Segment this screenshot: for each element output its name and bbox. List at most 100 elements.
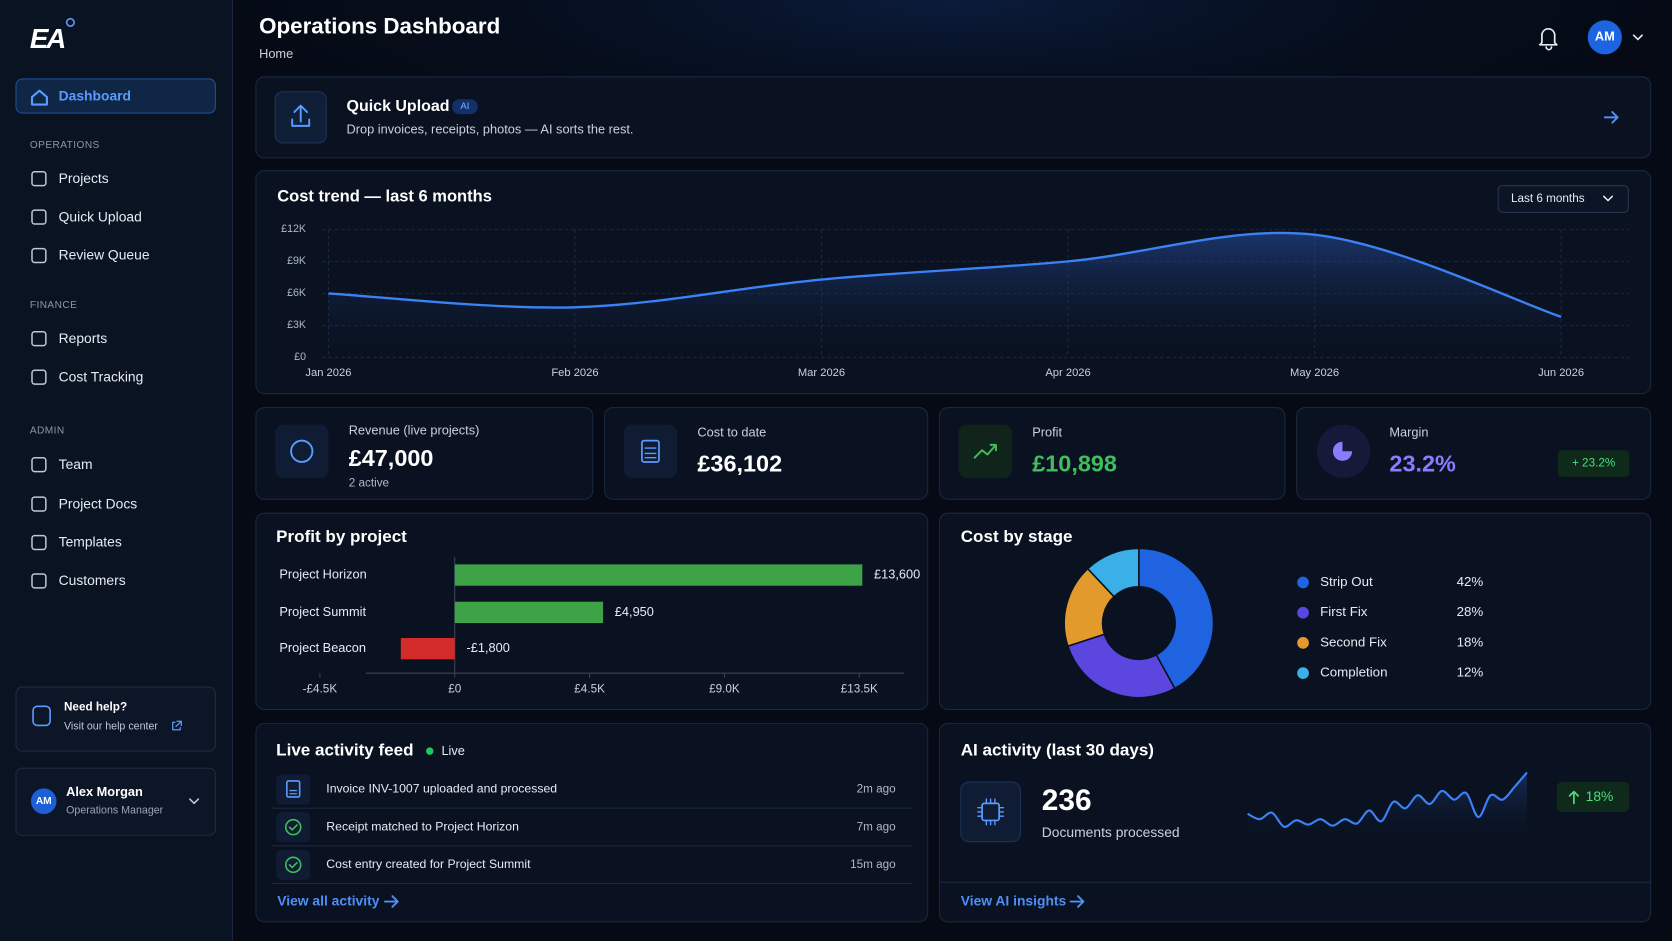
icon [284, 856, 302, 874]
brand: EA [30, 23, 65, 54]
user-box[interactable] [15, 767, 216, 836]
nav-item[interactable]: Cost Tracking [59, 368, 144, 384]
feed-icon-box [276, 849, 311, 880]
feed-time: 2m ago [857, 783, 897, 796]
donut-slice [1086, 547, 1140, 598]
legend-label: Completion [1320, 665, 1387, 680]
ai-badge [1556, 782, 1630, 812]
live-status: Live [441, 743, 464, 758]
filter-dropdown[interactable] [1497, 185, 1629, 213]
user-initials: AM [36, 796, 52, 807]
chart-title: Profit by project [276, 527, 407, 546]
icon [644, 447, 657, 459]
nav-item[interactable]: Dashboard [59, 88, 131, 104]
bar [454, 564, 863, 586]
y-tick-label: £0 [294, 351, 306, 363]
help-icon [32, 705, 51, 727]
kpi-icon-box [623, 424, 678, 478]
category-label: Project Summit [279, 604, 366, 619]
kpi-label: Revenue (live projects) [349, 422, 480, 437]
feed-time: 15m ago [850, 858, 896, 871]
upload-subtitle: Drop invoices, receipts, photos — AI sor… [347, 122, 634, 137]
kpi-label: Profit [1032, 425, 1062, 440]
nav-icon [31, 247, 47, 264]
nav-item[interactable]: Project Docs [59, 495, 138, 511]
nav-active[interactable] [15, 78, 216, 114]
nav-item[interactable]: Customers [59, 572, 126, 588]
user-avatar [30, 788, 57, 815]
x-tick-label: £4.5K [574, 682, 605, 695]
icon [290, 439, 314, 463]
legend-value: 18% [1457, 634, 1484, 649]
kpi-label: Margin [1389, 425, 1428, 440]
x-tick-label: Jun 2026 [1538, 367, 1584, 379]
nav-item[interactable]: Projects [59, 170, 109, 186]
icon [288, 861, 298, 869]
ai-badge-text: 18% [1586, 788, 1614, 804]
x-tick-label: -£4.5K [303, 682, 338, 695]
card-link[interactable]: View AI insights [961, 893, 1067, 909]
page-title: Operations Dashboard [259, 14, 500, 39]
nav-icon [31, 534, 47, 551]
icon [286, 780, 301, 798]
legend-dot [1297, 667, 1309, 679]
nav-icon [31, 171, 47, 187]
breadcrumb[interactable]: Home [259, 46, 293, 61]
header-avatar-initials: AM [1595, 29, 1615, 44]
nav-item[interactable]: Review Queue [59, 247, 150, 263]
icon [1603, 111, 1619, 124]
legend-label: First Fix [1320, 604, 1368, 619]
legend-dot [1297, 606, 1309, 619]
help-box[interactable] [15, 686, 216, 752]
feed-text[interactable]: Receipt matched to Project Horizon [326, 819, 519, 833]
feed-icon-box [276, 812, 311, 843]
x-tick-label: Feb 2026 [551, 367, 598, 379]
icon [977, 798, 1005, 826]
nav-item[interactable]: Team [59, 456, 93, 472]
y-tick-label: £9K [287, 255, 306, 267]
icon [189, 798, 200, 805]
card-link[interactable]: View all activity [277, 893, 379, 909]
donut-slice [1066, 633, 1176, 699]
card-title: AI activity (last 30 days) [961, 741, 1154, 760]
nav-item[interactable]: Reports [59, 330, 108, 346]
y-tick-label: £12K [281, 223, 306, 235]
chart-title: Cost by stage [961, 527, 1073, 546]
icon [973, 443, 997, 459]
icon [641, 439, 660, 463]
nav-item[interactable]: Quick Upload [59, 208, 142, 224]
bar [400, 638, 455, 660]
kpi-badge-text: + 23.2% [1572, 457, 1615, 470]
kpi-icon-box [958, 424, 1012, 478]
feed-text[interactable]: Cost entry created for Project Summit [326, 857, 531, 871]
live-dot [425, 747, 434, 755]
legend-dot [1297, 576, 1309, 589]
kpi-value: 23.2% [1389, 450, 1456, 476]
ai-badge-text: AI [460, 101, 469, 112]
help-link[interactable]: Visit our help center [64, 720, 158, 732]
ai-count-label: Documents processed [1042, 824, 1180, 840]
feed-text[interactable]: Invoice INV-1007 uploaded and processed [326, 782, 557, 796]
ai-count: 236 [1042, 784, 1092, 817]
x-tick-label: Apr 2026 [1045, 367, 1090, 379]
line-area [328, 232, 1562, 358]
kpi-note: 2 active [349, 476, 389, 489]
kpi-value: £36,102 [697, 450, 782, 476]
legend-value: 28% [1457, 604, 1484, 619]
icon [172, 720, 182, 731]
legend-value: 42% [1457, 574, 1484, 589]
chart-title: Cost trend — last 6 months [277, 187, 492, 206]
user-role: Operations Manager [66, 805, 164, 817]
x-tick-label: Mar 2026 [798, 367, 845, 379]
ai-badge [452, 99, 478, 115]
legend-value: 12% [1457, 665, 1484, 680]
filter-label: Last 6 months [1511, 192, 1585, 205]
icon [291, 104, 311, 127]
icon [289, 789, 298, 795]
ai-icon-box [960, 781, 1022, 843]
nav-item[interactable]: Templates [59, 534, 122, 550]
nav-icon [31, 573, 47, 589]
header-avatar[interactable] [1587, 20, 1622, 55]
card [255, 407, 594, 500]
